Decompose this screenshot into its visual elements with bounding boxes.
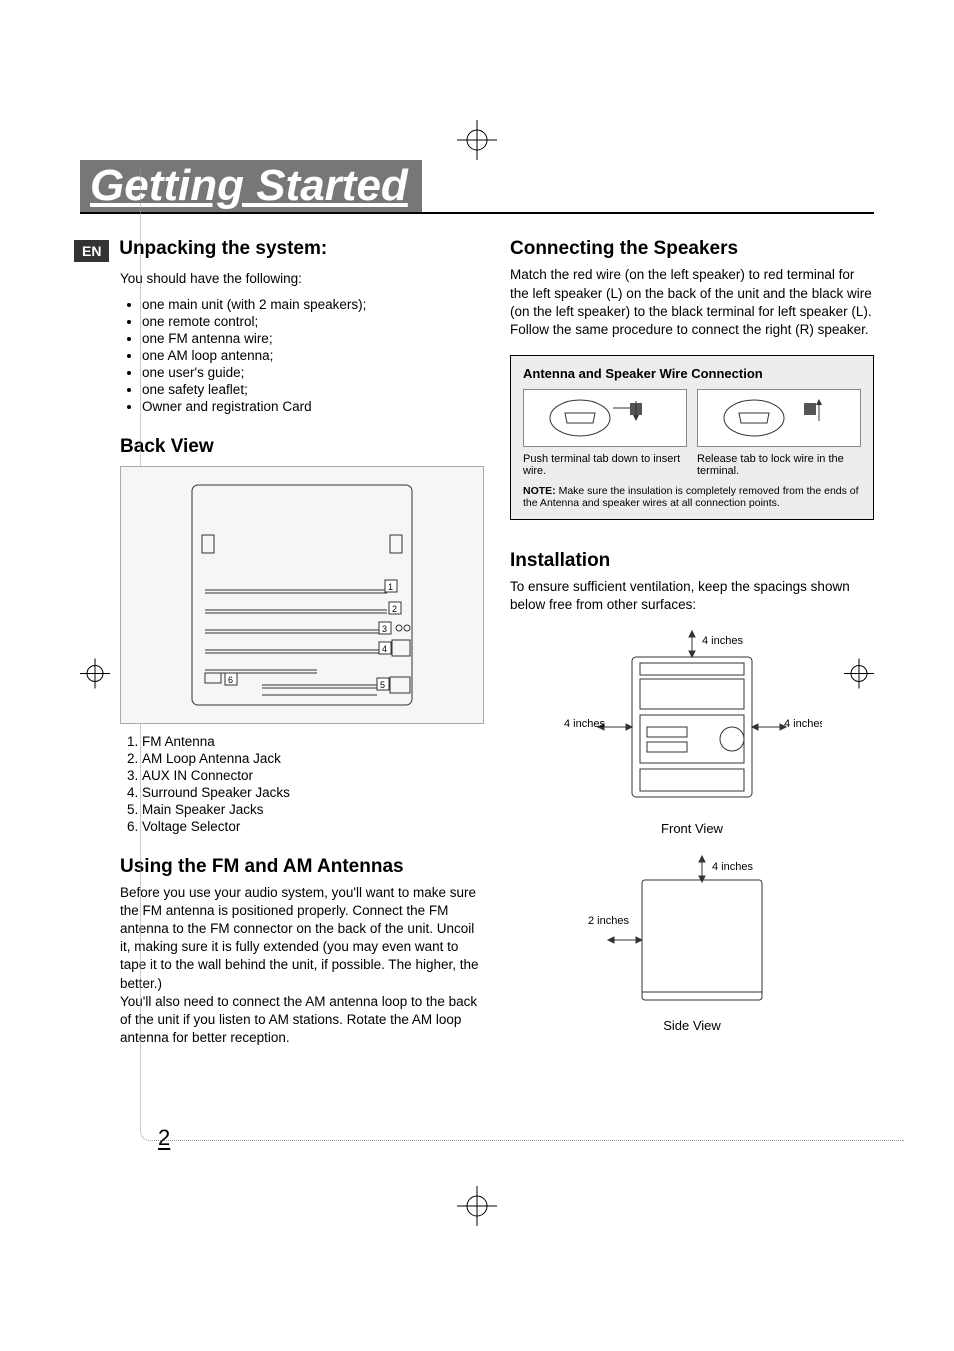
crop-mark-top [457, 120, 497, 165]
side-spacing-left-label: 2 inches [588, 915, 629, 927]
right-column: Connecting the Speakers Match the red wi… [510, 238, 874, 1055]
front-view-caption: Front View [510, 821, 874, 836]
push-tab-icon [523, 389, 687, 447]
wire-left-caption: Push terminal tab down to insert wire. [523, 453, 687, 477]
wire-diagram-left: Push terminal tab down to insert wire. [523, 389, 687, 477]
front-view-block: 4 inches 4 inches 4 inches Front View [510, 627, 874, 1033]
spacing-right-label: 4 inches [784, 718, 822, 730]
svg-text:1: 1 [388, 582, 393, 592]
wire-connection-box: Antenna and Speaker Wire Connection Push… [510, 355, 874, 520]
note-body: Make sure the insulation is completely r… [523, 485, 859, 509]
wire-diagram-right: Release tab to lock wire in the terminal… [697, 389, 861, 477]
list-item: one user's guide; [142, 365, 484, 380]
page: Getting Started EN Unpacking the system:… [0, 0, 954, 1351]
svg-text:6: 6 [228, 675, 233, 685]
svg-text:3: 3 [382, 624, 387, 634]
legend-item: AUX IN Connector [142, 768, 484, 783]
svg-text:5: 5 [380, 680, 385, 690]
speakers-heading: Connecting the Speakers [510, 238, 874, 260]
list-item: Owner and registration Card [142, 399, 484, 414]
svg-text:4: 4 [382, 644, 387, 654]
list-item: one AM loop antenna; [142, 348, 484, 363]
title-bar: Getting Started [80, 160, 874, 214]
unit-side-icon: 4 inches 2 inches [582, 854, 802, 1014]
wire-right-caption: Release tab to lock wire in the terminal… [697, 453, 861, 477]
back-view-heading: Back View [120, 436, 484, 458]
legend-item: Surround Speaker Jacks [142, 785, 484, 800]
front-view-diagram: 4 inches 4 inches 4 inches [510, 627, 874, 817]
speakers-body: Match the red wire (on the left speaker)… [510, 266, 874, 339]
wire-connection-subtitle: Antenna and Speaker Wire Connection [523, 366, 861, 381]
spacing-top-label: 4 inches [702, 635, 743, 647]
list-item: one main unit (with 2 main speakers); [142, 297, 484, 312]
legend-item: Voltage Selector [142, 819, 484, 834]
legend-item: Main Speaker Jacks [142, 802, 484, 817]
page-number: 2 [158, 1125, 170, 1151]
columns: EN Unpacking the system: You should have… [80, 238, 874, 1055]
back-panel-icon: 1 2 3 4 5 6 [187, 480, 417, 710]
antennas-body: Before you use your audio system, you'll… [120, 884, 484, 1048]
unpacking-intro: You should have the following: [120, 270, 484, 288]
list-item: one remote control; [142, 314, 484, 329]
spacing-left-label: 4 inches [564, 718, 605, 730]
svg-text:2: 2 [392, 604, 397, 614]
antennas-heading: Using the FM and AM Antennas [120, 856, 484, 878]
side-spacing-top-label: 4 inches [712, 861, 753, 873]
legend-item: AM Loop Antenna Jack [142, 751, 484, 766]
wire-note: NOTE: Make sure the insulation is comple… [523, 485, 861, 509]
back-view-legend: FM Antenna AM Loop Antenna Jack AUX IN C… [120, 734, 484, 834]
installation-heading: Installation [510, 550, 874, 572]
note-label: NOTE: [523, 485, 556, 497]
list-item: one FM antenna wire; [142, 331, 484, 346]
left-column: EN Unpacking the system: You should have… [120, 238, 484, 1055]
crop-mark-bottom [457, 1186, 497, 1231]
unit-front-icon: 4 inches 4 inches 4 inches [562, 627, 822, 817]
crop-mark-left [80, 658, 110, 693]
unpacking-list: one main unit (with 2 main speakers); on… [120, 297, 484, 414]
release-tab-icon [697, 389, 861, 447]
language-badge: EN [74, 240, 109, 262]
side-view-caption: Side View [510, 1018, 874, 1033]
legend-item: FM Antenna [142, 734, 484, 749]
unpacking-heading: Unpacking the system: [119, 238, 327, 260]
page-title: Getting Started [80, 160, 422, 212]
back-view-diagram: 1 2 3 4 5 6 [120, 466, 484, 724]
list-item: one safety leaflet; [142, 382, 484, 397]
installation-body: To ensure sufficient ventilation, keep t… [510, 578, 874, 614]
side-view-diagram: 4 inches 2 inches [510, 854, 874, 1014]
